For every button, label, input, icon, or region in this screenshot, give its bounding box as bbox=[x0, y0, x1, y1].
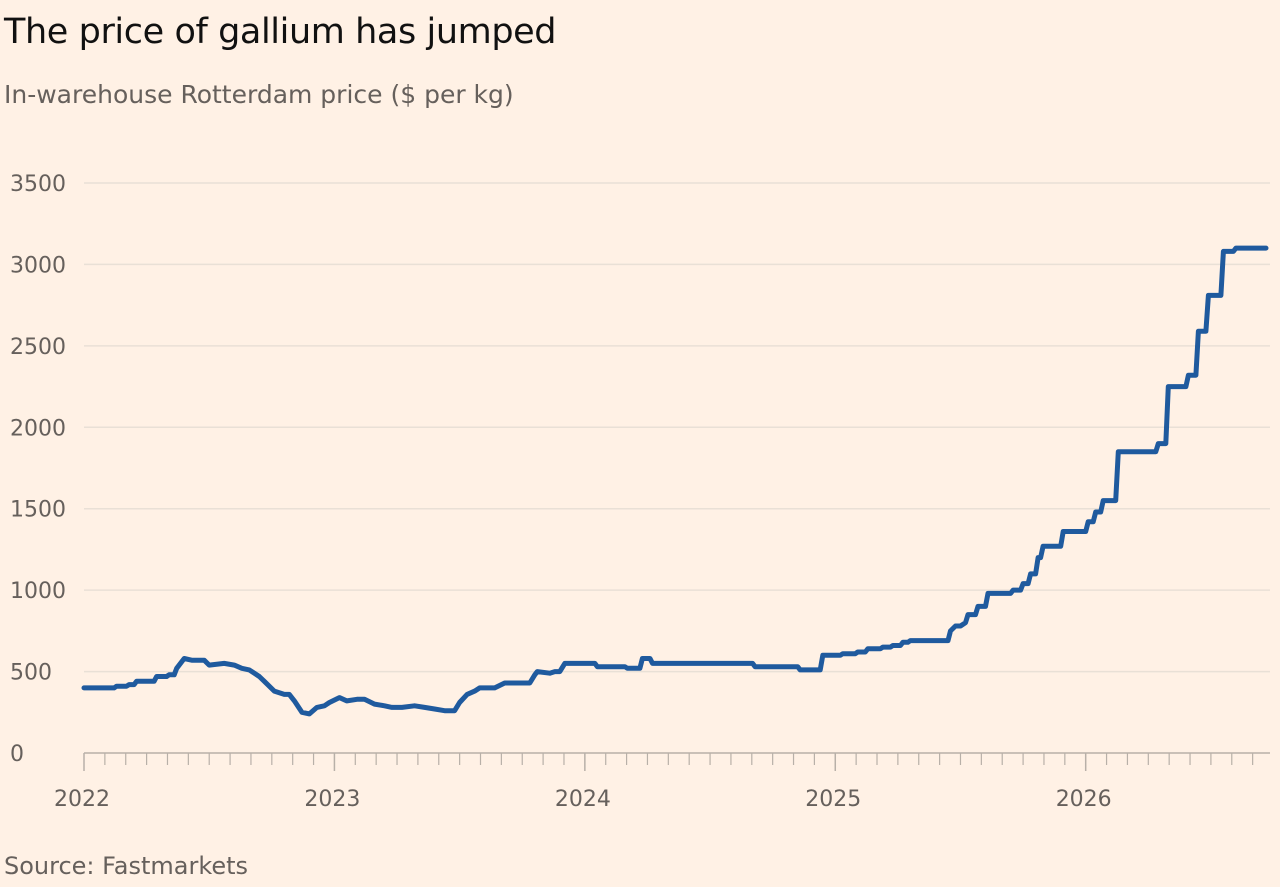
y-tick-label-1000: 1000 bbox=[10, 579, 66, 604]
x-tick-label-2023: 2023 bbox=[304, 787, 360, 812]
x-tick-label-2022: 2022 bbox=[54, 787, 110, 812]
chart-title: The price of gallium has jumped bbox=[4, 12, 557, 52]
y-tick-label-0: 0 bbox=[10, 742, 24, 767]
y-tick-label-2500: 2500 bbox=[10, 335, 66, 360]
y-tick-label-3000: 3000 bbox=[10, 253, 66, 278]
y-tick-label-500: 500 bbox=[10, 661, 52, 686]
x-tick-label-2024: 2024 bbox=[555, 787, 611, 812]
y-tick-label-1500: 1500 bbox=[10, 498, 66, 523]
x-tick-label-2026: 2026 bbox=[1056, 787, 1112, 812]
y-tick-label-3500: 3500 bbox=[10, 172, 66, 197]
y-axis-ticks: 0 500 1000 1500 2000 2500 3000 3500 bbox=[10, 172, 66, 767]
source-note: Source: Fastmarkets bbox=[4, 852, 249, 880]
x-tick-label-2025: 2025 bbox=[805, 787, 861, 812]
y-tick-label-2000: 2000 bbox=[10, 416, 66, 441]
chart-subtitle: In-warehouse Rotterdam price ($ per kg) bbox=[4, 80, 514, 109]
x-axis: 2022 2023 2024 2025 2026 bbox=[54, 752, 1270, 812]
series-lines bbox=[81, 245, 1269, 717]
price-series-line-0 bbox=[81, 245, 1269, 717]
gridlines bbox=[84, 182, 1270, 673]
